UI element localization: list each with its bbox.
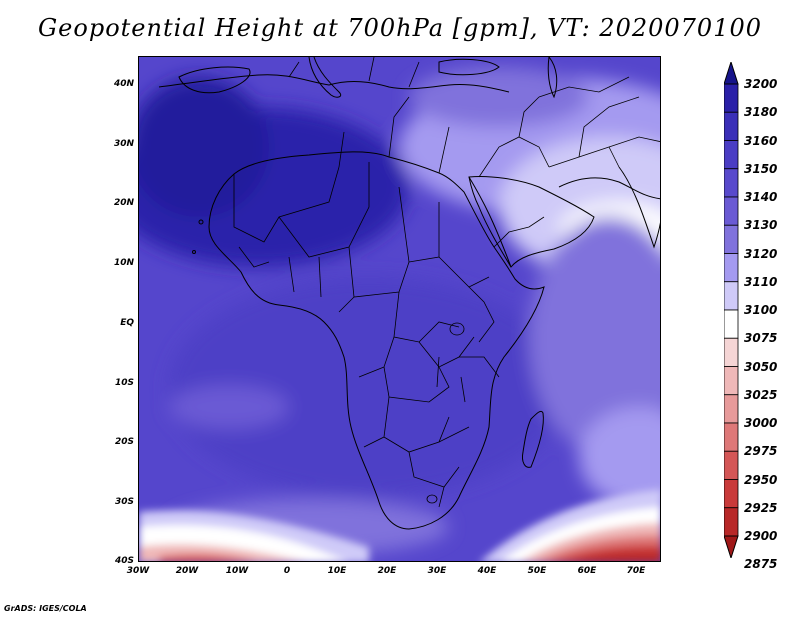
color-bar-label: 3160 <box>744 133 778 148</box>
color-bar <box>724 62 739 558</box>
lat-label-20s: 20S <box>114 437 134 447</box>
color-bar-swatch <box>724 450 739 480</box>
color-bar-label: 3120 <box>744 246 778 261</box>
color-bar-swatches <box>724 83 739 537</box>
lon-label-40e: 40E <box>477 566 497 576</box>
lon-label-70e: 70E <box>626 566 646 576</box>
color-bar-label: 3025 <box>744 387 778 402</box>
color-bar-swatch <box>724 111 739 141</box>
color-bar-label: 2900 <box>744 529 778 543</box>
color-bar-label: 3050 <box>744 359 778 374</box>
color-bar-label: 2925 <box>744 500 778 515</box>
color-bar-label: 2875 <box>744 557 778 572</box>
lon-label-10w: 10W <box>225 566 249 576</box>
color-bar-swatch <box>724 168 739 198</box>
color-bar-swatch <box>724 366 739 396</box>
map-plot-area <box>138 56 661 562</box>
color-bar-top-arrow <box>724 62 739 85</box>
lat-label-eq: EQ <box>120 318 134 328</box>
color-bar-swatch <box>724 394 739 424</box>
color-bar-label: 3180 <box>744 105 778 120</box>
color-bar-label: 3000 <box>744 416 778 430</box>
lon-label-50e: 50E <box>527 566 547 576</box>
lat-label-20n: 20N <box>113 198 134 208</box>
southern-low-bands <box>139 489 660 561</box>
lat-label-30n: 30N <box>113 139 134 149</box>
lat-label-10s: 10S <box>114 378 134 388</box>
lat-label-10n: 10N <box>113 258 134 268</box>
lon-label-30w: 30W <box>126 566 150 576</box>
color-bar-swatch <box>724 479 739 509</box>
color-bar-bottom-arrow <box>724 535 739 558</box>
color-bar-swatch <box>724 224 739 254</box>
color-bar-swatch <box>724 309 739 339</box>
lat-label-40n: 40N <box>113 79 134 89</box>
lon-label-0: 0 <box>283 566 291 576</box>
color-bar-label: 2950 <box>744 472 778 487</box>
color-bar-swatch <box>724 83 739 113</box>
map-title: Geopotential Height at 700hPa [gpm], VT:… <box>38 14 762 42</box>
color-bar-label: 3140 <box>744 190 778 204</box>
color-bar-label: 3100 <box>744 303 778 317</box>
coastlines <box>158 57 660 530</box>
geopotential-map <box>139 57 660 561</box>
color-bar-label: 3130 <box>744 218 778 233</box>
color-bar-label: 3150 <box>744 161 778 176</box>
color-bar-label: 3110 <box>744 274 778 289</box>
color-bar-swatch <box>724 196 739 226</box>
lon-label-10e: 10E <box>327 566 347 576</box>
color-bar-swatch <box>724 140 739 170</box>
lat-label-40s: 40S <box>114 556 134 566</box>
color-bar-label: 3200 <box>744 77 778 91</box>
lat-label-30s: 30S <box>114 497 134 507</box>
color-bar-swatch <box>724 337 739 367</box>
lon-label-60e: 60E <box>577 566 597 576</box>
lon-label-20w: 20W <box>175 566 199 576</box>
lon-label-30e: 30E <box>427 566 447 576</box>
color-bar-swatch <box>724 507 739 537</box>
footer-credit: GrADS: IGES/COLA <box>4 604 87 613</box>
color-bar-label: 2975 <box>744 444 778 459</box>
color-bar-swatch <box>724 253 739 283</box>
country-borders <box>233 57 660 508</box>
color-bar-label: 3075 <box>744 331 778 346</box>
color-bar-swatch <box>724 281 739 311</box>
lon-label-20e: 20E <box>377 566 397 576</box>
color-bar-swatch <box>724 422 739 452</box>
